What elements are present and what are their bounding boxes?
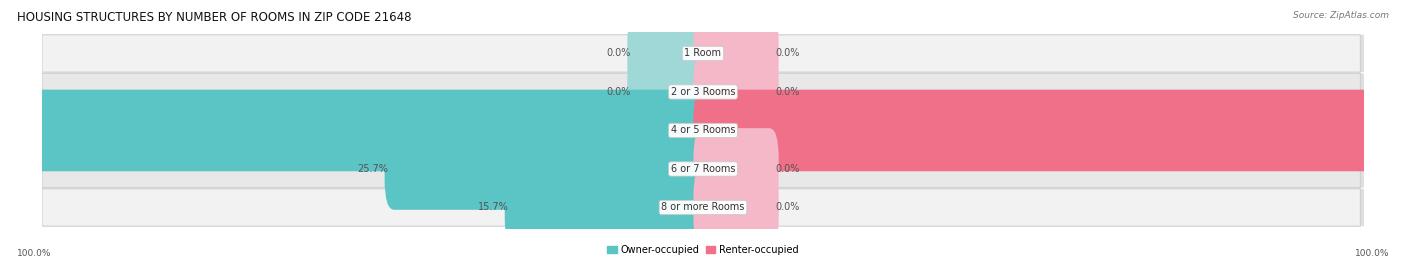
FancyBboxPatch shape	[505, 167, 713, 248]
FancyBboxPatch shape	[45, 35, 1364, 72]
FancyBboxPatch shape	[627, 13, 713, 94]
FancyBboxPatch shape	[45, 189, 1364, 226]
FancyBboxPatch shape	[42, 112, 1361, 149]
Text: 6 or 7 Rooms: 6 or 7 Rooms	[671, 164, 735, 174]
FancyBboxPatch shape	[45, 112, 1364, 149]
Text: 25.7%: 25.7%	[357, 164, 388, 174]
Text: 8 or more Rooms: 8 or more Rooms	[661, 203, 745, 213]
FancyBboxPatch shape	[693, 167, 779, 248]
Text: 100.0%: 100.0%	[17, 249, 52, 258]
FancyBboxPatch shape	[42, 73, 1361, 111]
FancyBboxPatch shape	[42, 189, 1361, 226]
FancyBboxPatch shape	[693, 13, 779, 94]
Text: 1 Room: 1 Room	[685, 48, 721, 58]
Text: 0.0%: 0.0%	[606, 87, 631, 97]
Text: 0.0%: 0.0%	[775, 203, 800, 213]
FancyBboxPatch shape	[693, 128, 779, 210]
Text: 0.0%: 0.0%	[775, 48, 800, 58]
Text: 0.0%: 0.0%	[775, 87, 800, 97]
Text: 15.7%: 15.7%	[478, 203, 509, 213]
Text: 0.0%: 0.0%	[775, 164, 800, 174]
Text: 2 or 3 Rooms: 2 or 3 Rooms	[671, 87, 735, 97]
Text: 100.0%: 100.0%	[1354, 249, 1389, 258]
Text: 4 or 5 Rooms: 4 or 5 Rooms	[671, 125, 735, 136]
Text: 0.0%: 0.0%	[606, 48, 631, 58]
Legend: Owner-occupied, Renter-occupied: Owner-occupied, Renter-occupied	[603, 241, 803, 259]
FancyBboxPatch shape	[45, 150, 1364, 188]
FancyBboxPatch shape	[42, 35, 1361, 72]
FancyBboxPatch shape	[45, 73, 1364, 111]
Text: Source: ZipAtlas.com: Source: ZipAtlas.com	[1294, 11, 1389, 20]
FancyBboxPatch shape	[693, 90, 1406, 171]
Text: HOUSING STRUCTURES BY NUMBER OF ROOMS IN ZIP CODE 21648: HOUSING STRUCTURES BY NUMBER OF ROOMS IN…	[17, 11, 412, 24]
FancyBboxPatch shape	[0, 90, 713, 171]
FancyBboxPatch shape	[627, 51, 713, 133]
FancyBboxPatch shape	[385, 128, 713, 210]
FancyBboxPatch shape	[693, 51, 779, 133]
FancyBboxPatch shape	[42, 150, 1361, 188]
